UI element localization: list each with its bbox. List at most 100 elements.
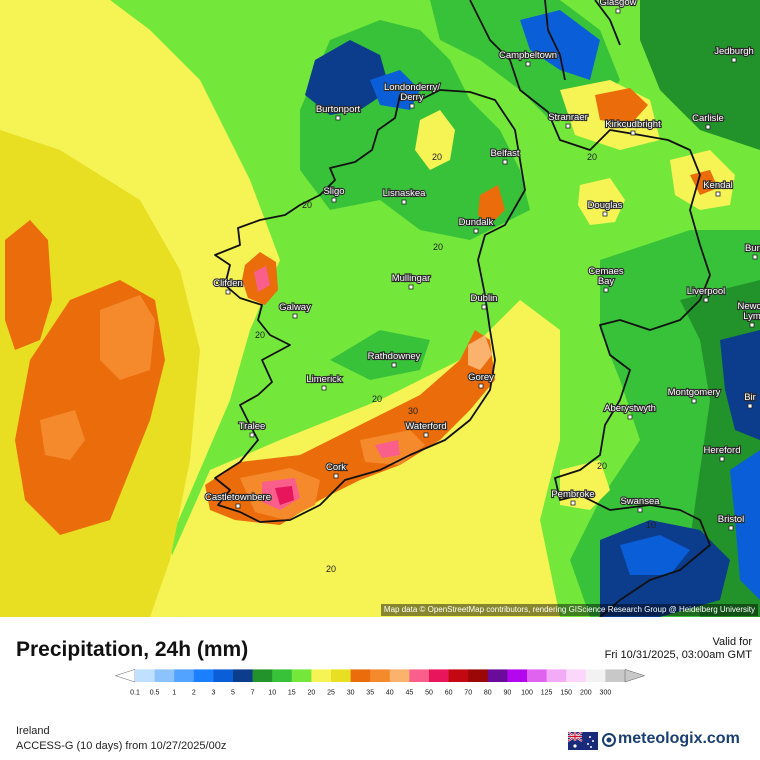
city-marker — [627, 414, 633, 420]
legend-swatch — [272, 669, 293, 682]
city-marker — [335, 115, 341, 121]
city-marker — [570, 500, 576, 506]
contour-label: 30 — [408, 406, 418, 416]
contour-label: 10 — [646, 520, 656, 530]
city-label: Douglas — [588, 200, 623, 211]
contour-label: 20 — [326, 564, 336, 574]
city-label: Bir — [744, 392, 756, 403]
city-label: Sligo — [323, 186, 344, 197]
map-attribution: Map data © OpenStreetMap contributors, r… — [380, 604, 758, 616]
legend-swatch — [546, 669, 567, 682]
city-cork: Cork — [325, 461, 347, 479]
city-tralee: Tralee — [238, 420, 266, 438]
contour-label: 20 — [597, 461, 607, 471]
city-jedburgh: Jedburgh — [713, 45, 755, 63]
city-label: Pembroke — [551, 489, 594, 500]
city-label: Londonderry/Derry — [384, 82, 440, 103]
city-marker — [249, 432, 255, 438]
city-waterford: Waterford — [404, 420, 448, 438]
legend-swatch — [233, 669, 253, 682]
city-label: Campbeltown — [499, 50, 557, 61]
city-marker — [235, 503, 241, 509]
city-burtonport: Burtonport — [315, 103, 362, 121]
region-label: Ireland — [16, 725, 50, 737]
city-carlisle: Carlisle — [691, 112, 725, 130]
city-lisnaskea: Lisnaskea — [382, 187, 427, 205]
legend-swatch — [507, 669, 528, 682]
australia-flag-icon — [568, 732, 598, 750]
city-gorey: Gorey — [467, 371, 495, 389]
legend-tick-label: 1 — [172, 690, 176, 696]
city-label: Mullingar — [392, 273, 431, 284]
city-label: Dublin — [471, 293, 498, 304]
city-castletownbere: Castletownbere — [204, 491, 272, 509]
city-label: Carlisle — [692, 113, 724, 124]
legend-swatch — [252, 669, 273, 682]
brand-logo-icon — [602, 733, 616, 747]
city-label: Montgomery — [668, 387, 721, 398]
city-marker — [502, 159, 508, 165]
legend-swatch — [135, 669, 155, 682]
city-marker — [391, 362, 397, 368]
legend-swatch — [350, 669, 371, 682]
city-cemaes: Cemaes Bay — [587, 265, 625, 293]
legend-tick-label: 20 — [308, 690, 316, 696]
city-marker — [331, 197, 337, 203]
city-label: Burn — [745, 243, 760, 254]
precipitation-map: 20 20 20 20 20 30 20 20 20 10 Glasgow Jed… — [0, 0, 760, 617]
city-label: Limerick — [306, 374, 342, 385]
city-bristol: Bristol — [717, 513, 745, 531]
city-galway: Galway — [278, 301, 312, 319]
city-label: Cemaes Bay — [588, 266, 624, 287]
legend-tick-label: 25 — [327, 690, 335, 696]
city-swansea: Swansea — [619, 495, 661, 513]
city-label: Kirkcudbright — [605, 119, 661, 130]
city-label: Tralee — [239, 421, 266, 432]
color-scale-legend: 0.1 0.5 1 2 3 5 7 10 15 20 25 30 35 40 45 50 60 70 80 90 100… — [114, 669, 646, 696]
legend-swatch — [409, 669, 430, 682]
legend-tick-label: 5 — [231, 690, 235, 696]
city-label: Waterford — [405, 421, 446, 432]
city-kendal: Kendal — [702, 179, 734, 197]
city-label: Swansea — [620, 496, 660, 507]
city-douglas: Douglas — [586, 199, 624, 217]
city-marker — [321, 385, 327, 391]
contour-label: 20 — [432, 152, 442, 162]
city-marker — [409, 103, 415, 109]
contour-label: 20 — [433, 242, 443, 252]
city-label: Galway — [279, 302, 311, 313]
city-marker — [478, 383, 484, 389]
legend-low-arrow — [114, 669, 136, 683]
legend-tick-label: 10 — [268, 690, 276, 696]
contour-label: 20 — [302, 200, 312, 210]
city-marker — [333, 473, 339, 479]
contour-labels: 20 20 20 20 20 30 20 20 20 10 — [255, 152, 656, 574]
city-burn: Burn — [744, 242, 760, 260]
city-marker — [719, 456, 725, 462]
city-stranraer: Stranraer — [547, 111, 589, 129]
model-run-label: ACCESS-G (10 days) from 10/27/2025/00z — [16, 740, 227, 752]
legend-tick-label: 35 — [366, 690, 374, 696]
city-marker — [225, 289, 231, 295]
city-label: Aberystwyth — [604, 403, 656, 414]
legend-swatch — [174, 669, 195, 682]
legend-swatch — [291, 669, 312, 682]
city-marker — [565, 123, 571, 129]
city-label: Rathdowney — [368, 351, 421, 362]
city-marker — [747, 403, 753, 409]
legend-swatch — [585, 669, 606, 682]
contour-label: 20 — [372, 394, 382, 404]
legend-high-arrow — [624, 669, 646, 683]
legend-tick-label: 3 — [211, 690, 215, 696]
legend-tick-label: 2 — [192, 690, 196, 696]
city-marker — [401, 199, 407, 205]
city-londonderry: Londonderry/Derry — [383, 81, 441, 109]
city-label: Stranraer — [548, 112, 588, 123]
valid-date: Fri 10/31/2025, 03:00am GMT — [604, 649, 752, 661]
legend-tick-label: 90 — [504, 690, 512, 696]
legend-swatch — [213, 669, 234, 682]
city-label: NewcaLym — [737, 301, 760, 322]
city-dundalk: Dundalk — [457, 216, 495, 234]
city-label: Belfast — [490, 148, 519, 159]
legend-swatch — [389, 669, 410, 682]
